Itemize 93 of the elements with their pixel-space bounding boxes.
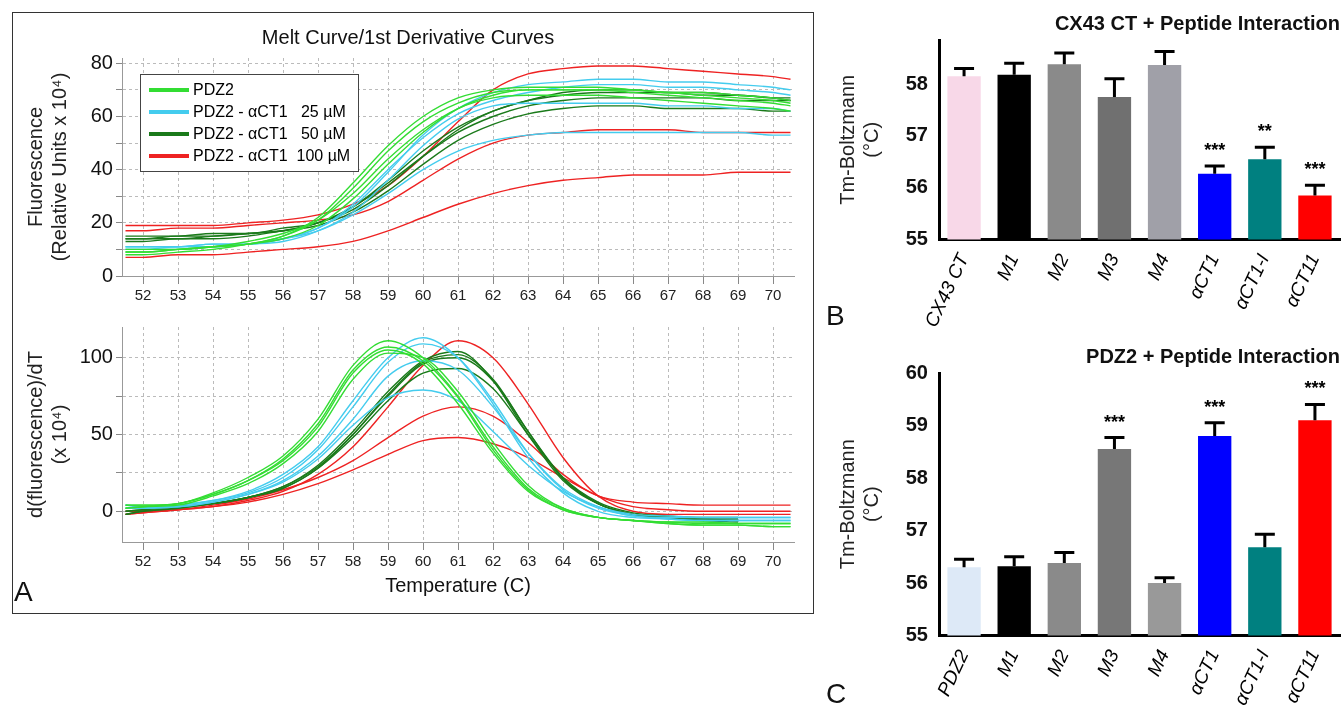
annotation: ***	[1204, 139, 1226, 160]
x-tick-label: 55	[239, 286, 257, 304]
legend-label: PDZ2 - αCT1 25 µM	[193, 102, 346, 122]
x-tick-label: 63	[519, 286, 537, 304]
text: B	[826, 300, 845, 332]
x-tick-label: 66	[624, 552, 642, 570]
x-tick-label: 68	[694, 286, 712, 304]
y-tick-label: 57	[905, 518, 928, 541]
x-tick-label: M4	[1142, 250, 1173, 284]
chart-title: PDZ2 + Peptide Interaction	[1086, 344, 1340, 367]
x-tick-label: 59	[379, 552, 397, 570]
y-axis-title: Fluorescence (Relative Units x 10⁴)	[23, 72, 70, 262]
y-tick-label: 80	[90, 50, 113, 73]
y-tick-label: 100	[79, 345, 113, 368]
x-tick-label: 59	[379, 286, 397, 304]
x-tick-label: 60	[414, 286, 432, 304]
chart-title: Melt Curve/1st Derivative Curves	[261, 25, 555, 48]
y-axis-title: Tm-Boltzmann (°C)	[835, 439, 882, 570]
x-tick-label: 63	[519, 552, 537, 570]
y-axis-title: Tm-Boltzmann (°C)	[835, 74, 882, 205]
legend-label: PDZ2	[193, 80, 234, 100]
x-tick-label: 67	[659, 552, 677, 570]
x-tick-label: 69	[729, 552, 747, 570]
x-tick-label: 68	[694, 552, 712, 570]
x-tick-label: 60	[414, 552, 432, 570]
x-tick-label: 58	[344, 286, 362, 304]
x-tick-label: 56	[274, 286, 292, 304]
x-tick-label: 54	[204, 552, 222, 570]
x-tick-label: 69	[729, 286, 747, 304]
y-tick-label: 0	[101, 498, 113, 521]
y-tick-label: 60	[905, 360, 928, 383]
x-tick-label: 66	[624, 286, 642, 304]
y-tick-label: 59	[905, 413, 928, 436]
y-tick-label: 55	[905, 623, 928, 646]
y-tick-label: 57	[905, 123, 928, 146]
x-tick-label: 54	[204, 286, 222, 304]
x-tick-label: 58	[344, 552, 362, 570]
chart-title: CX43 CT + Peptide Interaction	[1054, 11, 1340, 34]
annotation: ***	[1304, 159, 1326, 180]
y-tick-label: 0	[101, 263, 113, 286]
x-tick-label: αCT1-I	[1229, 645, 1274, 709]
x-tick-label: M1	[992, 646, 1023, 680]
y-tick-label: 50	[90, 422, 113, 445]
x-tick-label: 53	[169, 286, 187, 304]
annotation: ***	[1204, 396, 1226, 417]
x-tick-label: 56	[274, 552, 292, 570]
x-tick-label: 64	[554, 286, 572, 304]
x-tick-label: 65	[589, 552, 607, 570]
x-tick-label: M4	[1142, 646, 1173, 680]
x-tick-label: 52	[134, 286, 152, 304]
x-tick-label: M2	[1042, 645, 1073, 680]
x-tick-label: 65	[589, 286, 607, 304]
x-tick-label: 62	[484, 286, 502, 304]
x-tick-label: 67	[659, 286, 677, 304]
x-tick-label: 57	[309, 552, 327, 570]
x-tick-label: PDZ2	[932, 645, 973, 700]
x-tick-label: 70	[764, 552, 782, 570]
x-tick-label: αCT11	[1280, 250, 1324, 310]
x-tick-label: 64	[554, 552, 572, 570]
y-tick-label: 60	[90, 104, 113, 126]
x-tick-label: 52	[134, 552, 152, 570]
y-tick-label: 58	[905, 465, 928, 488]
x-tick-label: 57	[309, 286, 327, 304]
y-tick-label: 55	[905, 227, 928, 250]
x-tick-label: αCT1	[1184, 250, 1224, 302]
x-tick-label: M2	[1042, 250, 1073, 284]
x-tick-label: 61	[449, 286, 467, 304]
x-tick-label: M1	[992, 250, 1023, 284]
y-axis-title: d(fluorescence)/dT (x 10⁴)	[23, 351, 70, 518]
y-tick-label: 20	[90, 210, 113, 233]
x-tick-label: M3	[1092, 645, 1124, 680]
text: C	[826, 678, 847, 710]
x-tick-label: 70	[764, 286, 782, 304]
y-tick-label: 40	[90, 157, 113, 180]
x-tick-label: 53	[169, 552, 187, 570]
y-tick-label: 56	[905, 175, 928, 198]
legend-label: PDZ2 - αCT1 50 µM	[193, 124, 346, 144]
x-tick-label: 55	[239, 552, 257, 570]
x-tick-label: αCT1-I	[1229, 249, 1274, 313]
x-tick-label: αCT11	[1280, 646, 1324, 706]
x-tick-label: CX43 CT	[920, 249, 974, 331]
x-tick-label: 62	[484, 552, 502, 570]
y-tick-label: 58	[905, 71, 928, 94]
y-tick-label: 56	[905, 570, 928, 593]
x-tick-label: αCT1	[1184, 646, 1224, 698]
annotation: **	[1257, 121, 1272, 142]
text: A	[14, 576, 33, 608]
x-tick-label: 61	[449, 552, 467, 570]
x-axis-title: Temperature (C)	[385, 573, 531, 596]
annotation: ***	[1304, 378, 1326, 399]
legend-label: PDZ2 - αCT1 100 µM	[193, 146, 351, 166]
annotation: ***	[1103, 411, 1125, 432]
x-tick-label: M3	[1092, 250, 1124, 284]
